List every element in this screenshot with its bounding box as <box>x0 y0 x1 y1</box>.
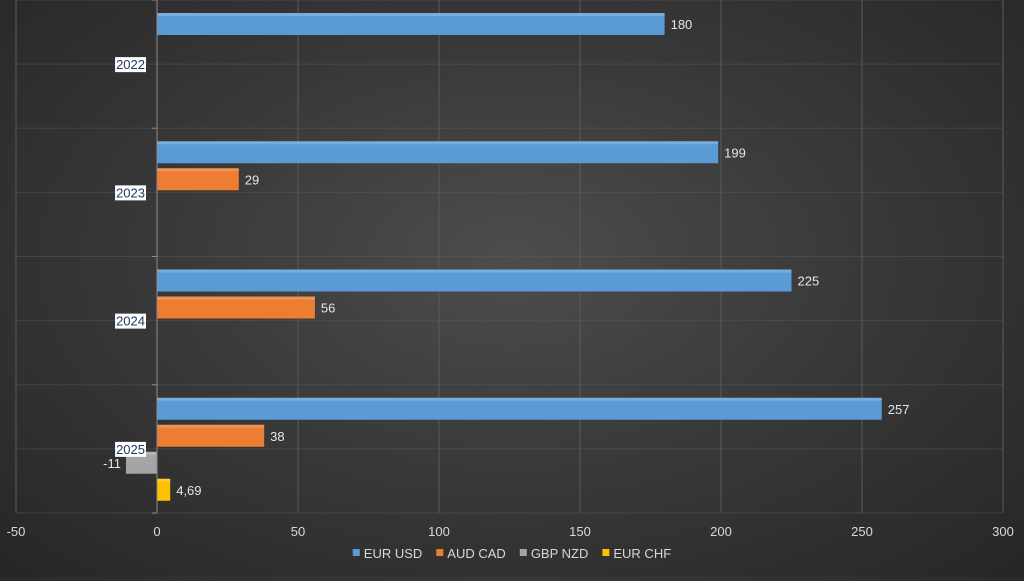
bar-eur-usd <box>157 397 882 420</box>
legend-swatch <box>602 549 610 556</box>
bar-highlight <box>157 13 665 16</box>
data-label: 29 <box>245 172 259 187</box>
legend-label: GBP NZD <box>531 546 589 561</box>
category-label: 2022 <box>116 57 145 72</box>
data-label: 180 <box>671 17 693 32</box>
axes <box>152 0 158 514</box>
legend-label: AUD CAD <box>447 546 506 561</box>
category-label-bg <box>115 441 146 457</box>
category-label-bg <box>115 185 146 201</box>
x-tick-label: -50 <box>7 524 26 539</box>
data-label: 257 <box>888 402 910 417</box>
category-label-bg <box>115 57 146 73</box>
bar-eur-usd <box>157 269 792 292</box>
x-tick-label: 100 <box>428 524 450 539</box>
bar-highlight <box>157 269 792 273</box>
category-label-group: 2022 <box>115 57 146 73</box>
category-label-group: 2023 <box>115 185 146 201</box>
bar-aud-cad <box>157 168 239 191</box>
legend: EUR USD AUD CAD GBP NZD EUR CHF <box>352 546 671 561</box>
gridlines <box>15 0 1004 514</box>
x-tick-label: 50 <box>291 524 305 539</box>
category-label: 2023 <box>116 185 145 200</box>
x-tick-label: 200 <box>710 524 732 539</box>
x-tick-label: 300 <box>992 524 1014 539</box>
category-label: 2024 <box>116 314 145 329</box>
bar-highlight <box>157 141 719 145</box>
category-label-group: 2025 <box>115 441 146 457</box>
legend-label: EUR CHF <box>613 546 671 561</box>
bar-highlight <box>157 296 315 300</box>
bar-highlight <box>157 397 882 401</box>
bar-gbp-nzd <box>125 451 157 474</box>
data-label: 56 <box>321 301 335 316</box>
bars <box>125 13 882 501</box>
data-label: -11 <box>103 456 121 471</box>
legend-swatch <box>436 549 444 556</box>
legend-label: EUR USD <box>364 546 423 561</box>
bar-eur-usd <box>157 13 665 35</box>
data-label: 4,69 <box>176 483 201 498</box>
x-tick-label: 250 <box>851 524 873 539</box>
bar-eur-usd <box>157 141 719 164</box>
category-label-group: 2024 <box>115 313 146 329</box>
legend-swatch <box>352 549 360 556</box>
bar-highlight <box>157 168 239 172</box>
data-label: 38 <box>270 429 284 444</box>
bar-aud-cad <box>157 424 265 447</box>
x-tick-label: 0 <box>153 524 160 539</box>
category-label-bg <box>115 313 146 329</box>
bar-aud-cad <box>157 296 315 319</box>
bar-eur-chf <box>157 478 171 501</box>
data-label: 225 <box>798 274 820 289</box>
x-tick-label: 150 <box>569 524 591 539</box>
labels: 180 2022 199 29 2023 225 56 2024 257 38 -11 4,69 202… <box>7 17 1014 539</box>
data-label: 199 <box>724 145 746 160</box>
bar-highlight <box>157 478 171 482</box>
category-label: 2025 <box>116 442 145 457</box>
bar-highlight <box>157 424 265 428</box>
legend-swatch <box>519 549 527 556</box>
